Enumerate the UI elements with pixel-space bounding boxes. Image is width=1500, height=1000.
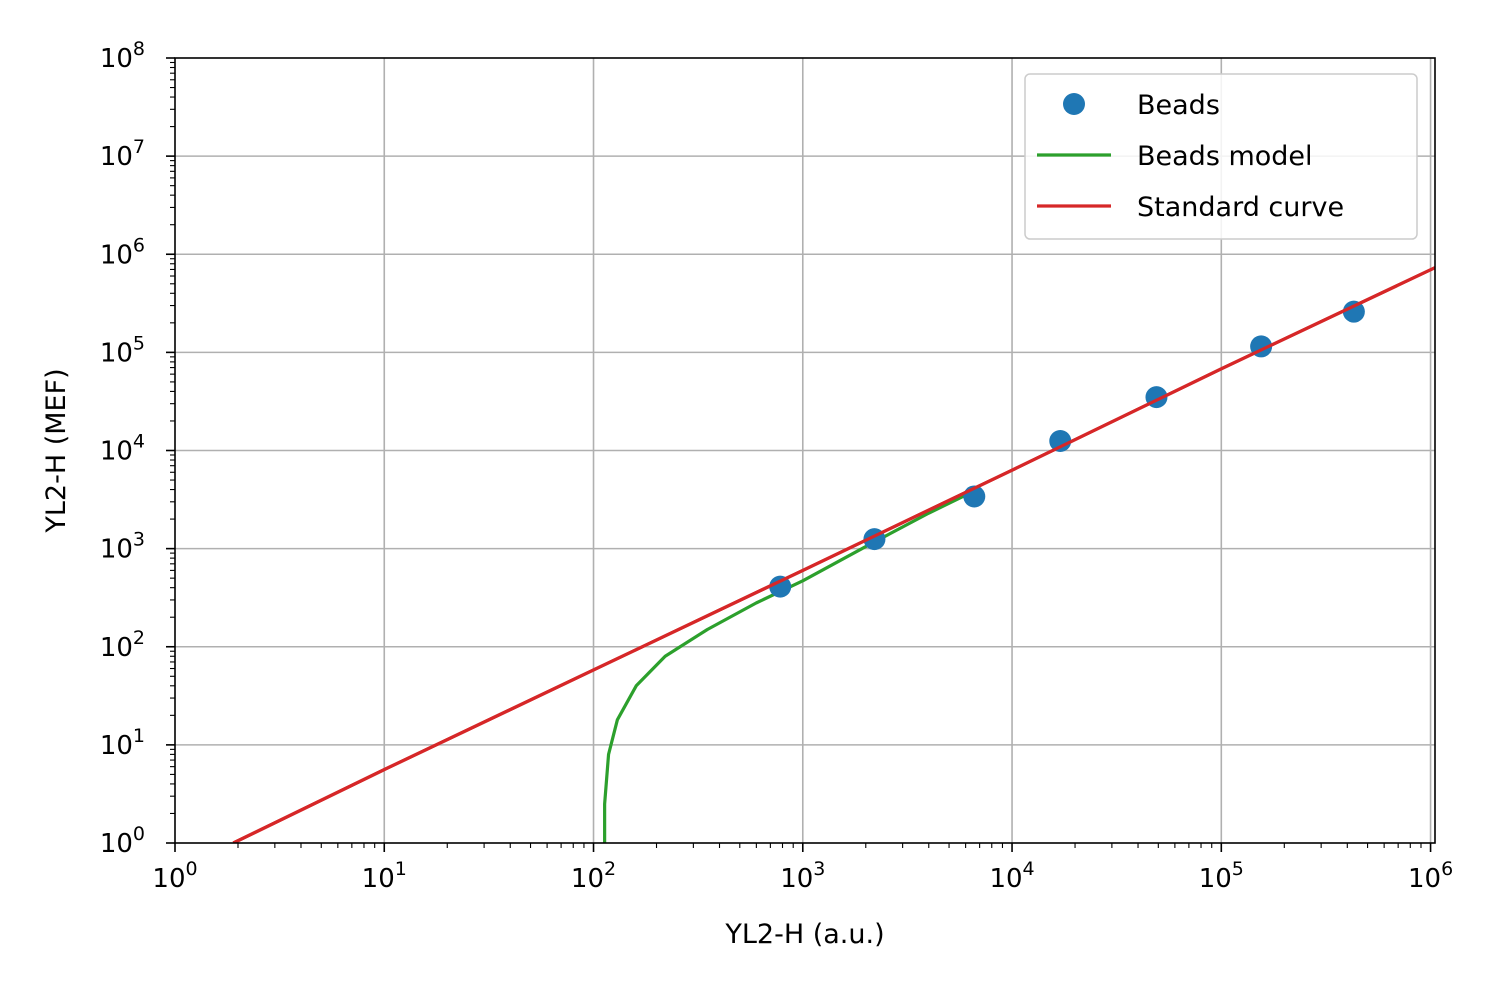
series-line-beads-model (603, 493, 967, 843)
x-tick-base: 10 (152, 864, 185, 894)
y-tick-base: 10 (100, 338, 133, 368)
legend-label-beads-model: Beads model (1137, 141, 1313, 172)
y-tick-base: 10 (100, 44, 133, 74)
y-tick-base: 10 (100, 437, 133, 467)
y-tick-exponent: 4 (133, 431, 145, 453)
y-tick-base: 10 (100, 633, 133, 663)
legend-box (1024, 73, 1418, 240)
x-axis-title: YL2-H (a.u.) (724, 919, 884, 950)
x-tick-exponent: 3 (813, 858, 825, 880)
y-tick-exponent: 8 (133, 38, 145, 60)
legend-marker-beads (1063, 93, 1085, 115)
x-tick-exponent: 5 (1232, 858, 1244, 880)
y-tick-exponent: 0 (133, 823, 145, 845)
x-tick-base: 10 (1408, 864, 1441, 894)
y-tick-exponent: 6 (133, 234, 145, 256)
x-tick-base: 10 (989, 864, 1022, 894)
data-point-beads (1342, 300, 1365, 323)
y-tick-exponent: 2 (133, 627, 145, 649)
y-tick-base: 10 (100, 731, 133, 761)
y-tick-label: 101 (100, 725, 145, 761)
data-point-beads (769, 575, 792, 598)
x-tick-base: 10 (1199, 864, 1232, 894)
x-tick-label: 104 (989, 858, 1034, 894)
x-tick-exponent: 6 (1441, 858, 1453, 880)
series-layer (232, 266, 1435, 843)
legend-label-standard-curve: Standard curve (1137, 192, 1344, 223)
x-tick-base: 10 (362, 864, 395, 894)
y-tick-exponent: 5 (133, 332, 145, 354)
y-axis-title: YL2-H (MEF) (41, 368, 72, 533)
y-tick-exponent: 7 (133, 136, 145, 158)
ticks-layer: 100 101 102 103 104 105 1061001011021031041051… (100, 38, 1453, 894)
y-tick-label: 103 (100, 529, 145, 565)
y-tick-base: 10 (100, 142, 133, 172)
x-tick-base: 10 (571, 864, 604, 894)
legend-label-beads: Beads (1137, 90, 1220, 121)
x-tick-label: 106 (1408, 858, 1453, 894)
x-tick-base: 10 (780, 864, 813, 894)
y-tick-exponent: 1 (133, 725, 145, 747)
y-tick-exponent: 3 (133, 529, 145, 551)
x-tick-label: 100 (152, 858, 197, 894)
y-tick-base: 10 (100, 240, 133, 270)
y-tick-label: 100 (100, 823, 145, 859)
y-tick-label: 105 (100, 332, 145, 368)
y-tick-label: 107 (100, 136, 145, 172)
x-tick-exponent: 0 (186, 858, 198, 880)
x-tick-exponent: 4 (1023, 858, 1035, 880)
x-tick-label: 105 (1199, 858, 1244, 894)
x-tick-label: 101 (362, 858, 407, 894)
x-tick-label: 103 (780, 858, 825, 894)
y-tick-label: 106 (100, 234, 145, 270)
y-tick-label: 102 (100, 627, 145, 663)
y-tick-label: 104 (100, 431, 145, 467)
x-tick-exponent: 1 (395, 858, 407, 880)
data-point-beads (1049, 429, 1072, 452)
y-tick-base: 10 (100, 535, 133, 565)
legend: Beads Beads model Standard curve (1024, 73, 1418, 240)
y-tick-base: 10 (100, 829, 133, 859)
x-tick-label: 102 (571, 858, 616, 894)
y-tick-label: 108 (100, 38, 145, 74)
series-line-standard-curve-overlay (232, 266, 1435, 843)
x-tick-exponent: 2 (604, 858, 616, 880)
